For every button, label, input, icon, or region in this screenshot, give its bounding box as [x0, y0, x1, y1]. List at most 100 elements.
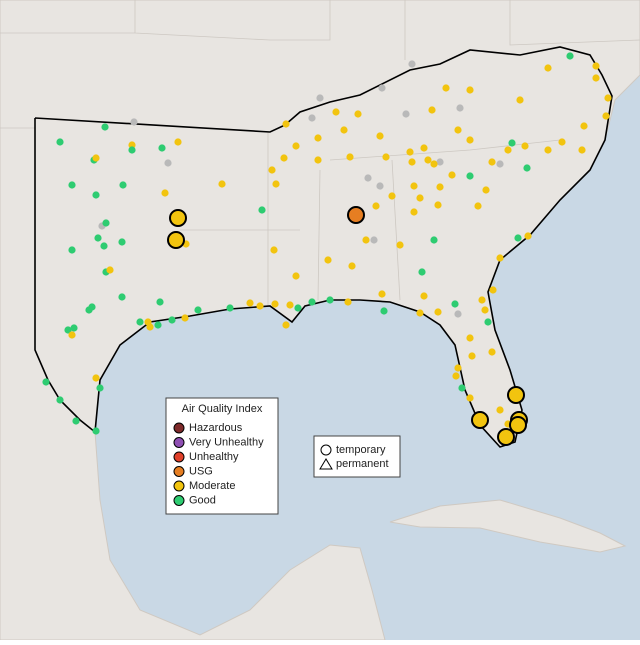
monitor-dot [424, 156, 432, 164]
monitor-dot [466, 86, 474, 94]
monitor-dot [101, 123, 109, 131]
monitor-dot [119, 181, 127, 189]
state-borders [0, 0, 640, 306]
monitor-dot [354, 110, 362, 118]
monitor-dot [308, 298, 316, 306]
monitor-dot [370, 236, 378, 244]
legend-box [165, 397, 279, 515]
monitor-dot [92, 427, 100, 435]
monitor-dot [332, 108, 340, 116]
monitor-dot [466, 394, 474, 402]
monitor-dot [362, 236, 370, 244]
monitor-dot-large [167, 231, 185, 249]
monitor-dot [420, 292, 428, 300]
monitor-dots [42, 52, 612, 446]
monitor-dot [408, 158, 416, 166]
legend-entry: Moderate [189, 480, 235, 492]
monitor-dot-large [347, 206, 365, 224]
monitor-dot [378, 84, 386, 92]
monitor-dot [514, 234, 522, 242]
monitor-dot [146, 323, 154, 331]
monitor-dot [64, 326, 72, 334]
cuba [389, 499, 627, 553]
monitor-dot [70, 324, 78, 332]
monitor-dot [346, 153, 354, 161]
legend-entry: Good [189, 494, 216, 506]
monitor-dot [544, 64, 552, 72]
monitor-dot [489, 286, 497, 294]
monitor-dot [504, 146, 512, 154]
monitor-dot [292, 272, 300, 280]
monitor-dot [521, 142, 529, 150]
monitor-dot [376, 182, 384, 190]
monitor-legend: temporary permanent [313, 435, 401, 478]
legend-swatch [173, 480, 185, 492]
legend-swatch [173, 451, 185, 463]
legend-entry: temporary [336, 444, 386, 456]
monitor-dot [378, 290, 386, 298]
region-outline [34, 46, 613, 448]
monitor-dot [272, 180, 280, 188]
legend-entry: permanent [336, 458, 389, 470]
monitor-dot [92, 154, 100, 162]
monitor-dot [348, 262, 356, 270]
monitor-dot-large [471, 411, 489, 429]
monitor-dot [308, 114, 316, 122]
monitor-dot-large [509, 416, 527, 434]
monitor-dot [314, 156, 322, 164]
monitor-dot [434, 308, 442, 316]
monitor-dot [466, 172, 474, 180]
monitor-dot [454, 126, 462, 134]
monitor-dot [406, 148, 414, 156]
monitor-dot [484, 318, 492, 326]
monitor-dot [508, 139, 516, 147]
monitor-dot [372, 202, 380, 210]
monitor-dot [474, 202, 482, 210]
monitor-dot [468, 352, 476, 360]
monitor-dot [458, 384, 466, 392]
monitor-dot [436, 183, 444, 191]
temporary-symbol [320, 444, 332, 456]
monitor-dot [558, 138, 566, 146]
monitor-dot [271, 300, 279, 308]
monitor-dot [56, 396, 64, 404]
monitor-dot [420, 144, 428, 152]
monitor-dot [292, 142, 300, 150]
monitor-dot [118, 293, 126, 301]
monitor-dot [580, 122, 588, 130]
monitor-dot [402, 110, 410, 118]
monitor-dot [442, 84, 450, 92]
monitor-legend-box [313, 435, 401, 478]
monitor-dot [604, 94, 612, 102]
legend-swatch [173, 466, 185, 477]
monitor-dot [388, 192, 396, 200]
monitor-dot [410, 182, 418, 190]
legend-entry: Unhealthy [189, 451, 239, 463]
monitor-dot [376, 132, 384, 140]
monitor-dot [488, 158, 496, 166]
monitor-dot [161, 189, 169, 197]
monitor-dot [466, 136, 474, 144]
monitor-dot [136, 318, 144, 326]
monitor-dot [416, 309, 424, 317]
monitor-dot [454, 364, 462, 372]
monitor-dot-large [169, 209, 187, 227]
monitor-dot [452, 372, 460, 380]
monitor-dot [282, 120, 290, 128]
monitor-dot [418, 268, 426, 276]
monitor-dot [294, 304, 302, 312]
monitor-dot [496, 254, 504, 262]
legend-entry: Hazardous [189, 422, 243, 434]
monitor-dot [106, 266, 114, 274]
monitor-dot [344, 298, 352, 306]
monitor-dot [158, 144, 166, 152]
monitor-dot [68, 181, 76, 189]
monitor-dot [481, 306, 489, 314]
monitor-dot [382, 153, 390, 161]
monitor-dot [496, 406, 504, 414]
monitor-dot [454, 310, 462, 318]
monitor-dot [270, 246, 278, 254]
monitor-dot [316, 94, 324, 102]
monitor-dot [566, 52, 574, 60]
